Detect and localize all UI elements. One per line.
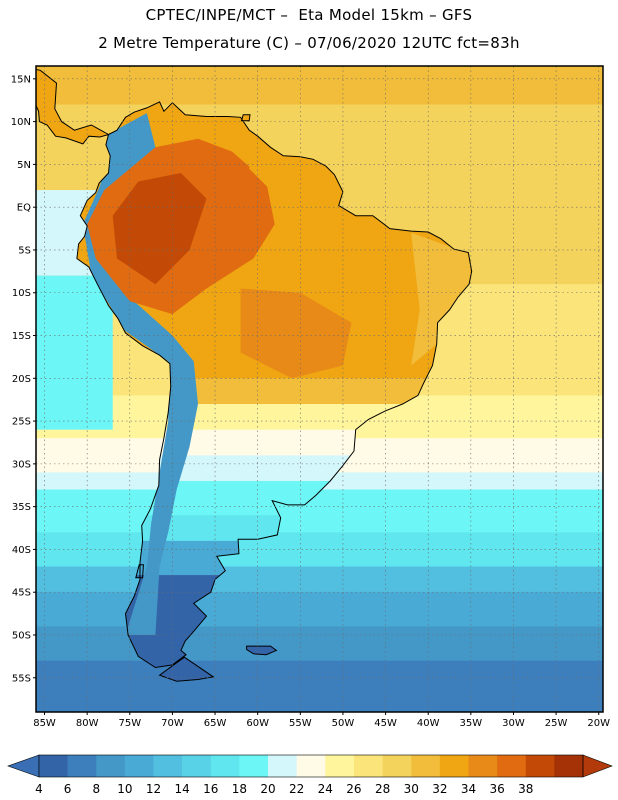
colorbar-low-arrow (7, 754, 40, 778)
map-title-line2: 2 Metre Temperature (C) – 07/06/2020 12U… (98, 34, 520, 52)
colorbar-swatch (468, 755, 498, 777)
colorbar-swatch (554, 755, 584, 777)
caribbean-band (36, 66, 603, 105)
colorbar-outline (38, 754, 584, 778)
guiana-zone (249, 138, 335, 195)
longitude-label: 45W (374, 718, 397, 729)
longitude-label: 40W (417, 718, 440, 729)
colorbar-swatch (525, 755, 555, 777)
colorbar-swatch (124, 755, 154, 777)
colorbar-label: 26 (346, 782, 361, 796)
latitude-label: 25S (12, 417, 31, 428)
colorbar-swatch (353, 755, 383, 777)
longitude-label: 70W (161, 718, 184, 729)
central-brazil-warm-zone (240, 288, 352, 379)
pacific-band-1 (36, 275, 113, 430)
latitude-label: 20S (12, 374, 31, 385)
colorbar-swatch (411, 755, 441, 777)
colorbar-label: 20 (260, 782, 275, 796)
andes-cool-zone (82, 113, 198, 636)
longitude-label: 25W (545, 718, 568, 729)
colorbar-swatch (96, 755, 126, 777)
colorbar-swatch (296, 755, 326, 777)
longitude-label: 30W (502, 718, 525, 729)
ocean-band-10 (36, 660, 603, 712)
longitude-label: 35W (460, 718, 483, 729)
latitude-label: 10S (12, 288, 31, 299)
colorbar-swatch (325, 755, 355, 777)
latitude-axis: 15N 10N 5N EQ 5S 10S 15S 20S 25S 30S 35S 40S 45S 50S 5… (11, 74, 36, 684)
colorbar-label: 18 (232, 782, 247, 796)
latitude-label: 40S (12, 545, 31, 556)
longitude-label: 20W (587, 718, 610, 729)
latitude-label: 35S (12, 502, 31, 513)
northeast-coast-zone (411, 232, 471, 366)
longitude-label: 85W (33, 718, 56, 729)
colorbar-label: 28 (375, 782, 390, 796)
ocean-band-5 (36, 489, 603, 533)
colorbar-label: 22 (289, 782, 304, 796)
colorbar: 4 6 8 10 12 14 16 18 20 22 24 26 28 30 32 34 36 38 (7, 754, 613, 796)
longitude-label: 75W (118, 718, 141, 729)
latitude-label: EQ (17, 203, 31, 214)
latitude-label: 30S (12, 459, 31, 470)
colorbar-label: 6 (64, 782, 72, 796)
longitude-label: 50W (332, 718, 355, 729)
colorbar-label: 36 (489, 782, 504, 796)
colorbar-swatch (382, 755, 412, 777)
colorbar-swatch (439, 755, 469, 777)
graticule (36, 66, 603, 712)
colorbar-label: 8 (92, 782, 100, 796)
colorbar-label: 32 (432, 782, 447, 796)
latitude-label: 15N (11, 74, 31, 85)
colorbar-swatch (67, 755, 97, 777)
colorbar-swatch (239, 755, 269, 777)
colorbar-label: 4 (35, 782, 43, 796)
longitude-label: 80W (76, 718, 99, 729)
map-frame (35, 65, 604, 713)
map-title-line1: CPTEC/INPE/MCT – Eta Model 15km – GFS (145, 6, 473, 24)
latitude-label: 55S (12, 673, 31, 684)
longitude-axis: 85W 80W 75W 70W 65W 60W 55W 50W 45W 40W 35W 30W 25W 2… (33, 712, 610, 729)
latitude-label: 10N (11, 117, 31, 128)
colorbar-swatch (268, 755, 297, 777)
colorbar-swatch (210, 755, 240, 777)
colorbar-label: 16 (203, 782, 218, 796)
latitude-label: 50S (12, 630, 31, 641)
amazon-hottest-zone (112, 173, 207, 285)
ocean-band-8 (36, 592, 603, 627)
colorbar-swatch (153, 755, 183, 777)
latitude-label: 5N (17, 160, 31, 171)
colorbar-label: 38 (518, 782, 533, 796)
latitude-label: 15S (12, 331, 31, 342)
colorbar-label: 30 (404, 782, 419, 796)
coastlines (36, 68, 473, 682)
colorbar-swatch (39, 755, 68, 777)
colorbar-label: 12 (146, 782, 161, 796)
colorbar-swatch (182, 755, 212, 777)
colorbar-label: 10 (117, 782, 132, 796)
colorbar-high-arrow (582, 754, 613, 778)
longitude-label: 55W (289, 718, 312, 729)
longitude-label: 60W (246, 718, 269, 729)
latitude-label: 5S (18, 245, 31, 256)
colorbar-label: 14 (175, 782, 190, 796)
latitude-label: 45S (12, 588, 31, 599)
colorbar-swatch (497, 755, 527, 777)
colorbar-label: 34 (461, 782, 476, 796)
longitude-label: 65W (204, 718, 227, 729)
colorbar-label: 24 (318, 782, 333, 796)
ocean-band-7 (36, 566, 603, 593)
ocean-band-9 (36, 626, 603, 662)
